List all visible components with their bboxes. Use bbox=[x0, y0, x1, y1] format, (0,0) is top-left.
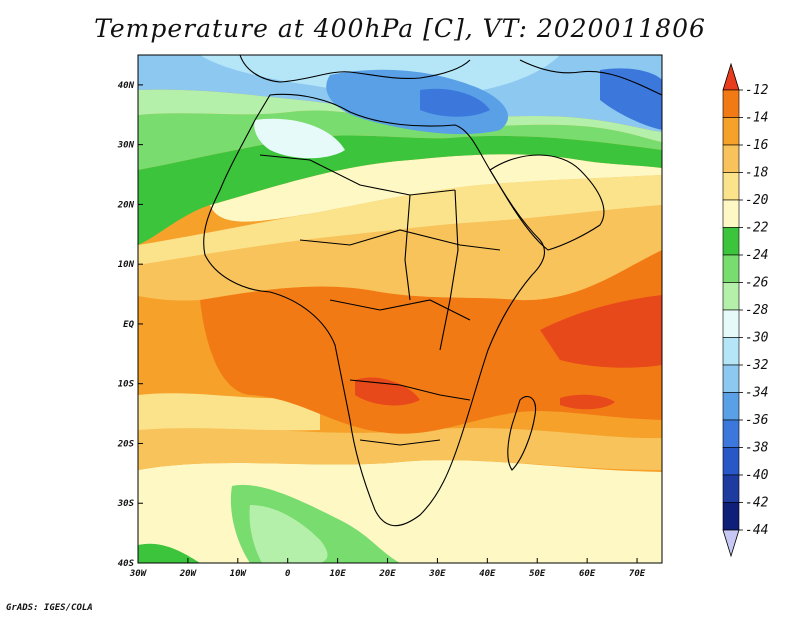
colorbar-label: -36 bbox=[745, 413, 769, 428]
field-band-24-north bbox=[138, 135, 662, 245]
field-band-22-sahara bbox=[210, 154, 662, 222]
temperature-field bbox=[138, 55, 662, 563]
colorbar-label: -18 bbox=[745, 166, 769, 181]
colorbar-swatch bbox=[722, 144, 740, 173]
asia-coastline bbox=[519, 59, 662, 96]
colorbar-bottom-arrow bbox=[722, 529, 740, 558]
colorbar-swatch bbox=[722, 227, 740, 256]
colorbar-label: -24 bbox=[745, 248, 768, 263]
coastlines bbox=[203, 55, 662, 527]
colorbar-swatch bbox=[722, 117, 740, 146]
border-line-3 bbox=[329, 299, 471, 321]
border-line-1 bbox=[259, 154, 456, 196]
colorbar-label: -34 bbox=[745, 386, 768, 401]
colorbar-label: -22 bbox=[745, 221, 769, 236]
colorbar-label: -28 bbox=[745, 303, 769, 318]
colorbar-label: -38 bbox=[745, 441, 769, 456]
field-patch-24-sw-corner bbox=[138, 543, 200, 563]
colorbar-label: -42 bbox=[745, 496, 769, 511]
colorbar-label: -14 bbox=[745, 111, 768, 126]
border-line-7 bbox=[439, 189, 459, 351]
field-patch-18-sw bbox=[138, 393, 320, 431]
lat-tick-label: 20S bbox=[117, 439, 135, 449]
colorbar: -12 -14 -16 -18 -20 -22 -24 -26 -28 -30 -32 -34 -36 -… bbox=[722, 62, 769, 558]
europe-coastline bbox=[239, 55, 471, 83]
lat-tick-label: 10N bbox=[118, 260, 135, 270]
colorbar-swatch bbox=[722, 309, 740, 338]
lat-tick-label: 40S bbox=[118, 559, 135, 569]
lon-tick-label: 10E bbox=[329, 569, 346, 579]
colorbar-swatch bbox=[722, 392, 740, 421]
colorbar-swatch bbox=[722, 89, 740, 118]
lon-tick-label: 10W bbox=[230, 569, 248, 579]
chart-title: Temperature at 400hPa [C], VT: 202001180… bbox=[94, 14, 706, 43]
field-band-22-south bbox=[138, 460, 662, 563]
colorbar-swatch bbox=[722, 447, 740, 476]
axis-ticks: 30W 20W 10W 0 10E 20E 30E 40E 50E 60E 70E 40N 30N 20N… bbox=[117, 81, 646, 579]
lon-tick-label: 0 bbox=[285, 569, 291, 579]
colorbar-swatch bbox=[722, 254, 740, 283]
colorbar-label: -20 bbox=[745, 193, 769, 208]
lon-tick-label: 60E bbox=[579, 569, 596, 579]
colorbar-label: -40 bbox=[745, 468, 769, 483]
colorbar-label: -16 bbox=[745, 138, 769, 153]
plot-frame bbox=[137, 54, 663, 564]
lat-tick-label: 10S bbox=[118, 380, 135, 390]
field-band-20-north bbox=[138, 175, 662, 265]
africa-coastline bbox=[203, 93, 545, 527]
lat-tick-label: 40N bbox=[118, 81, 135, 91]
field-band-14-central bbox=[200, 250, 662, 434]
lat-tick-label: 30S bbox=[117, 499, 135, 509]
border-line-5 bbox=[359, 439, 441, 446]
lon-tick-label: 20E bbox=[378, 569, 396, 579]
colorbar-swatch bbox=[722, 199, 740, 228]
colorbar-swatch bbox=[722, 337, 740, 366]
field-spot-12-congo bbox=[355, 377, 420, 406]
lon-tick-label: 30W bbox=[129, 569, 148, 579]
lat-tick-label: 20N bbox=[117, 200, 135, 210]
lat-tick-label: EQ bbox=[123, 320, 134, 330]
field-patch-38-east-med bbox=[420, 88, 490, 117]
colorbar-swatch bbox=[722, 474, 740, 503]
colorbar-swatch bbox=[722, 502, 740, 531]
field-patch-36-med bbox=[326, 69, 509, 135]
colorbar-swatch bbox=[722, 364, 740, 393]
colorbar-swatch bbox=[722, 172, 740, 201]
colorbar-label: -32 bbox=[745, 358, 769, 373]
border-line-6 bbox=[404, 194, 411, 301]
lat-tick-label: 30N bbox=[117, 141, 135, 151]
colorbar-swatch bbox=[722, 419, 740, 448]
field-patch-28-atlantic bbox=[249, 505, 328, 563]
field-patch-30-morocco bbox=[254, 118, 345, 159]
field-spot-12-indian bbox=[540, 295, 662, 368]
field-patch-38-persia bbox=[600, 68, 662, 130]
field-band-20-south bbox=[138, 427, 662, 470]
colorbar-label: -12 bbox=[745, 83, 769, 98]
lon-tick-label: 20W bbox=[179, 569, 198, 579]
colorbar-label: -44 bbox=[745, 523, 768, 538]
lon-tick-label: 30E bbox=[428, 569, 446, 579]
lon-tick-label: 50E bbox=[529, 569, 546, 579]
grads-credit: GrADS: IGES/COLA bbox=[6, 603, 93, 613]
colorbar-label: -26 bbox=[745, 276, 769, 291]
lon-tick-label: 70E bbox=[629, 569, 646, 579]
colorbar-swatch bbox=[722, 282, 740, 311]
colorbar-top-arrow bbox=[722, 62, 740, 91]
border-line-4 bbox=[349, 379, 471, 401]
border-line-2 bbox=[299, 229, 501, 251]
madagascar-coastline bbox=[507, 396, 537, 471]
field-spot-12-madagascar bbox=[560, 394, 615, 410]
colorbar-label: -30 bbox=[745, 331, 769, 346]
lon-tick-label: 40E bbox=[479, 569, 496, 579]
arabia-coastline bbox=[489, 154, 605, 251]
